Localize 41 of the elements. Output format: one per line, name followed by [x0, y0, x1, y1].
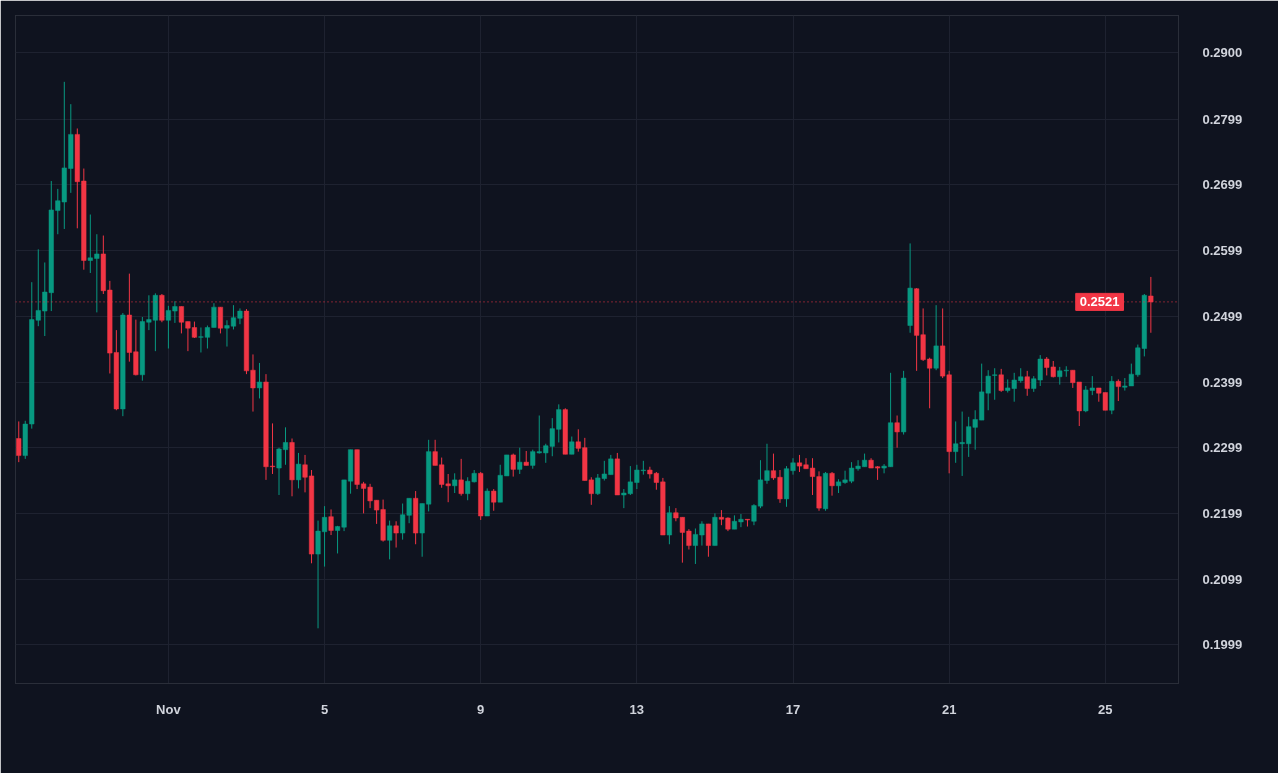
y-tick-label: 0.2099: [1202, 571, 1243, 587]
candlestick: [510, 453, 516, 478]
candlestick: [569, 436, 575, 455]
candlestick: [16, 420, 22, 463]
candlestick: [1024, 370, 1030, 397]
candlestick: [517, 447, 523, 475]
ref-line-label: 0.2521: [1079, 294, 1120, 310]
candlestick: [1109, 375, 1115, 415]
candlestick: [491, 488, 497, 512]
x-tick-label: 21: [941, 701, 957, 717]
x-tick-label: 5: [320, 701, 329, 717]
y-tick-label: 0.2499: [1202, 308, 1243, 324]
candlestick: [387, 520, 393, 560]
candlestick: [523, 450, 529, 466]
y-tick-label: 0.1999: [1202, 637, 1243, 653]
candlestick: [478, 471, 484, 521]
y-tick-label: 0.2199: [1202, 505, 1243, 521]
x-tick-label: 25: [1098, 701, 1113, 717]
candlestick: [705, 523, 711, 558]
candlestick: [998, 368, 1004, 393]
y-tick-label: 0.2699: [1202, 177, 1243, 193]
candlestick: [1115, 378, 1121, 402]
candlestick: [666, 505, 672, 545]
y-tick-label: 0.2299: [1202, 440, 1243, 456]
candlestick: [484, 487, 490, 517]
candlestick: [614, 452, 620, 496]
x-tick-label: Nov: [156, 701, 182, 717]
y-tick-label: 0.2799: [1202, 111, 1243, 127]
candlestick: [452, 472, 458, 494]
x-tick-label: 13: [629, 701, 645, 717]
x-tick-label: 9: [477, 701, 485, 717]
y-tick-label: 0.2599: [1202, 243, 1243, 259]
x-tick-label: 17: [785, 701, 801, 717]
candlestick: [256, 362, 263, 399]
y-tick-label: 0.2900: [1202, 45, 1243, 61]
candlestick: [744, 518, 750, 528]
candlestick: [413, 490, 419, 545]
candlestick: [562, 407, 568, 455]
y-tick-label: 0.2399: [1202, 374, 1243, 390]
candlestick: [458, 458, 464, 497]
candlestick: [901, 370, 907, 436]
